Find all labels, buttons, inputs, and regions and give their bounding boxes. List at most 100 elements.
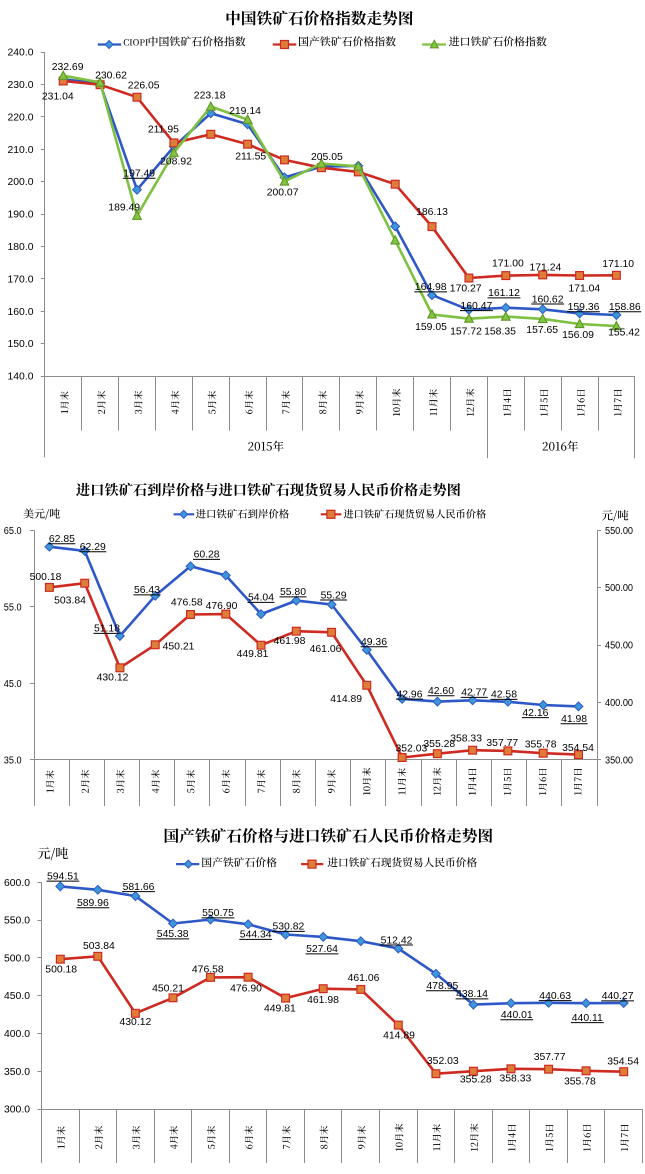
svg-text:157.65: 157.65 — [526, 325, 558, 336]
svg-text:164.98: 164.98 — [415, 282, 447, 293]
svg-text:354.54: 354.54 — [607, 1057, 639, 1068]
svg-text:544.34: 544.34 — [240, 930, 272, 941]
svg-text:211.55: 211.55 — [235, 151, 266, 162]
svg-text:350.0: 350.0 — [4, 1067, 30, 1078]
svg-text:478.95: 478.95 — [427, 981, 459, 992]
svg-text:42.77: 42.77 — [461, 688, 487, 699]
svg-text:159.36: 159.36 — [568, 302, 600, 313]
svg-text:56.43: 56.43 — [134, 585, 160, 596]
svg-text:230.62: 230.62 — [95, 71, 127, 82]
svg-text:232.69: 232.69 — [52, 62, 84, 73]
svg-text:45.0: 45.0 — [4, 679, 22, 690]
svg-text:461.06: 461.06 — [348, 973, 380, 984]
svg-text:500.18: 500.18 — [45, 965, 77, 976]
svg-text:449.81: 449.81 — [237, 649, 269, 660]
svg-text:440.27: 440.27 — [602, 991, 634, 1002]
svg-text:357.77: 357.77 — [486, 738, 518, 749]
svg-text:200.0: 200.0 — [8, 177, 34, 188]
svg-text:476.90: 476.90 — [230, 983, 262, 994]
svg-text:589.96: 589.96 — [77, 898, 109, 909]
svg-text:354.54: 354.54 — [562, 743, 594, 754]
svg-text:355.78: 355.78 — [564, 1076, 596, 1087]
svg-text:158.86: 158.86 — [609, 302, 641, 313]
svg-text:461.98: 461.98 — [274, 636, 306, 647]
svg-text:150.0: 150.0 — [8, 339, 34, 350]
svg-text:450.0: 450.0 — [4, 991, 30, 1002]
svg-text:438.14: 438.14 — [456, 989, 488, 1000]
svg-text:500.18: 500.18 — [30, 572, 62, 583]
svg-text:49.36: 49.36 — [361, 637, 387, 648]
svg-text:42.16: 42.16 — [522, 708, 548, 719]
svg-text:581.66: 581.66 — [123, 882, 155, 893]
svg-text:449.81: 449.81 — [264, 1004, 296, 1015]
svg-text:476.58: 476.58 — [192, 964, 224, 975]
svg-text:41.98: 41.98 — [561, 714, 587, 725]
svg-text:500.00: 500.00 — [605, 583, 633, 594]
svg-text:219.14: 219.14 — [229, 106, 261, 117]
svg-text:430.12: 430.12 — [120, 1017, 152, 1028]
svg-text:550.75: 550.75 — [202, 908, 234, 919]
svg-text:42.58: 42.58 — [491, 690, 517, 701]
svg-text:440.11: 440.11 — [572, 1013, 603, 1024]
svg-text:500.0: 500.0 — [4, 953, 30, 964]
svg-text:51.18: 51.18 — [94, 624, 120, 635]
svg-text:355.28: 355.28 — [460, 1075, 492, 1086]
svg-text:450.21: 450.21 — [152, 984, 184, 995]
svg-text:62.29: 62.29 — [80, 542, 106, 553]
svg-text:300.0: 300.0 — [4, 1105, 30, 1116]
svg-text:450.21: 450.21 — [163, 642, 195, 653]
svg-text:461.98: 461.98 — [307, 995, 339, 1006]
svg-text:226.05: 226.05 — [128, 80, 160, 91]
svg-text:210.0: 210.0 — [8, 145, 34, 156]
svg-text:60.28: 60.28 — [194, 550, 220, 561]
svg-text:65.0: 65.0 — [4, 526, 22, 537]
svg-text:550.0: 550.0 — [4, 916, 30, 927]
svg-text:205.05: 205.05 — [311, 152, 343, 163]
svg-text:400.00: 400.00 — [605, 698, 633, 709]
svg-text:352.03: 352.03 — [396, 744, 428, 755]
svg-text:171.24: 171.24 — [530, 263, 562, 274]
svg-text:550.00: 550.00 — [605, 526, 633, 537]
svg-text:414.89: 414.89 — [383, 1031, 415, 1042]
svg-text:197.49: 197.49 — [123, 169, 155, 180]
svg-text:160.47: 160.47 — [461, 301, 493, 312]
svg-text:240.0: 240.0 — [8, 48, 34, 59]
svg-text:171.10: 171.10 — [602, 259, 634, 270]
svg-text:35.0: 35.0 — [4, 755, 22, 766]
svg-text:600.0: 600.0 — [4, 878, 30, 889]
svg-text:180.0: 180.0 — [8, 242, 34, 253]
svg-text:400.0: 400.0 — [4, 1029, 30, 1040]
svg-text:55.0: 55.0 — [4, 602, 22, 613]
svg-text:171.04: 171.04 — [568, 284, 600, 295]
svg-text:155.42: 155.42 — [608, 328, 640, 339]
svg-text:55.29: 55.29 — [321, 590, 347, 601]
svg-text:157.72: 157.72 — [450, 327, 482, 338]
svg-text:42.96: 42.96 — [396, 689, 422, 700]
svg-text:170.0: 170.0 — [8, 274, 34, 285]
svg-text:512.42: 512.42 — [381, 935, 413, 946]
svg-text:461.06: 461.06 — [310, 644, 342, 655]
svg-text:440.63: 440.63 — [539, 991, 571, 1002]
svg-text:530.82: 530.82 — [273, 922, 305, 933]
svg-text:440.01: 440.01 — [501, 1010, 533, 1021]
svg-text:503.84: 503.84 — [83, 941, 115, 952]
svg-text:62.85: 62.85 — [49, 534, 75, 545]
svg-text:160.0: 160.0 — [8, 307, 34, 318]
svg-text:55.80: 55.80 — [280, 587, 306, 598]
svg-text:355.78: 355.78 — [525, 740, 557, 751]
svg-text:42.60: 42.60 — [428, 686, 454, 697]
svg-text:140.0: 140.0 — [8, 372, 34, 383]
svg-text:211.95: 211.95 — [148, 125, 179, 136]
svg-text:170.27: 170.27 — [450, 284, 482, 295]
svg-text:594.51: 594.51 — [47, 871, 79, 882]
svg-text:350.00: 350.00 — [605, 755, 633, 766]
svg-text:352.03: 352.03 — [427, 1056, 459, 1067]
svg-text:158.35: 158.35 — [484, 327, 516, 338]
svg-text:186.13: 186.13 — [416, 207, 448, 218]
svg-text:230.0: 230.0 — [8, 80, 34, 91]
svg-text:208.92: 208.92 — [160, 157, 192, 168]
svg-text:476.90: 476.90 — [206, 601, 238, 612]
svg-text:190.0: 190.0 — [8, 210, 34, 221]
svg-text:527.64: 527.64 — [306, 944, 338, 955]
svg-text:160.62: 160.62 — [532, 294, 564, 305]
